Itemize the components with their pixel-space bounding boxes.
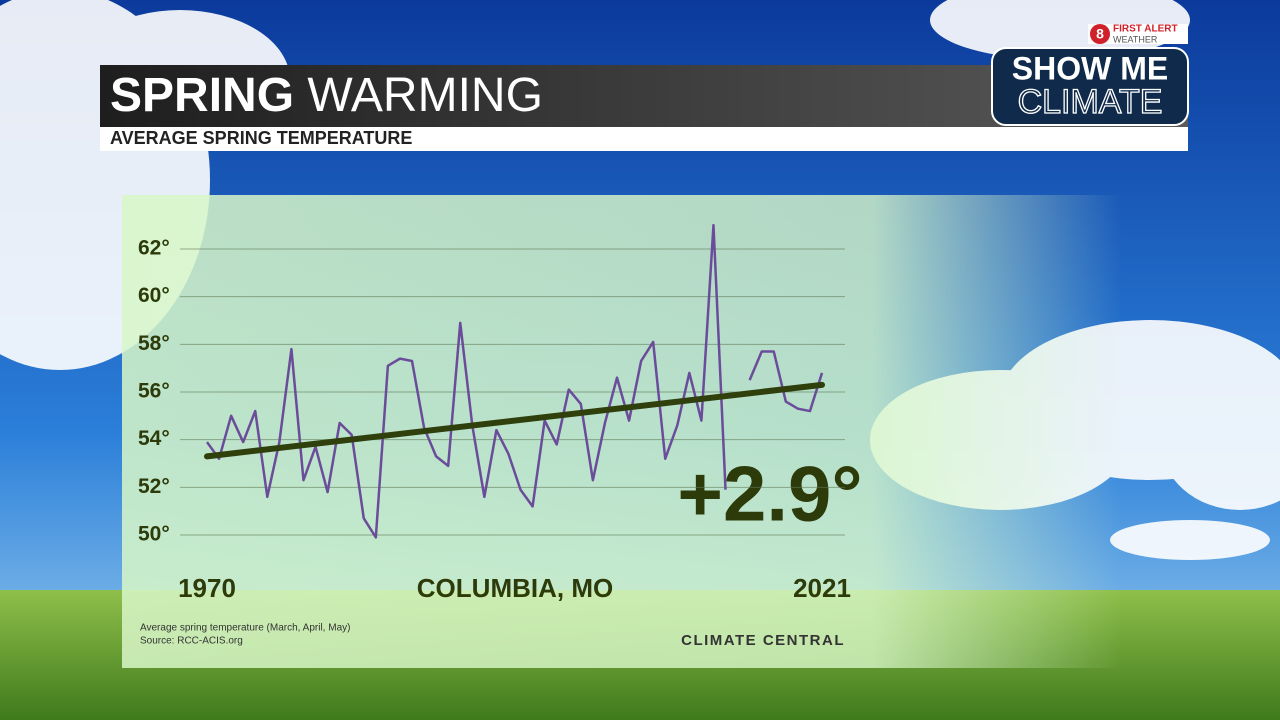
- x-tick-label: 1970: [178, 573, 236, 603]
- title: SPRING WARMING: [110, 69, 543, 122]
- location-label: COLUMBIA, MO: [417, 573, 613, 603]
- footnote: Average spring temperature (March, April…: [140, 623, 350, 634]
- channel: 8: [1096, 26, 1104, 42]
- credit: CLIMATE CENTRAL: [681, 632, 845, 649]
- weather: WEATHER: [1113, 34, 1158, 44]
- logo-box: [991, 47, 1189, 126]
- channel-badge: [1090, 24, 1110, 44]
- trend-line: [204, 381, 825, 460]
- climate: CLIMATE: [1018, 83, 1163, 121]
- y-tick-label: 58°: [138, 332, 170, 355]
- x-tick-label: 2021: [793, 573, 851, 603]
- source: Source: RCC-ACIS.org: [140, 636, 243, 647]
- y-tick-label: 62°: [138, 237, 170, 260]
- show-me: SHOW ME: [1012, 50, 1168, 86]
- y-tick-label: 56°: [138, 380, 170, 403]
- first-alert: FIRST ALERT: [1113, 24, 1178, 35]
- subtitle-bar: [100, 127, 1188, 151]
- y-tick-label: 60°: [138, 284, 170, 307]
- first-alert-box: [1088, 24, 1188, 44]
- subtitle: AVERAGE SPRING TEMPERATURE: [110, 128, 412, 148]
- annotation: +2.9°: [677, 450, 862, 538]
- y-tick-label: 54°: [138, 427, 170, 450]
- y-tick-label: 50°: [138, 523, 170, 546]
- chart-panel: [122, 195, 1122, 668]
- data-line: [205, 223, 824, 539]
- y-tick-label: 52°: [138, 475, 170, 498]
